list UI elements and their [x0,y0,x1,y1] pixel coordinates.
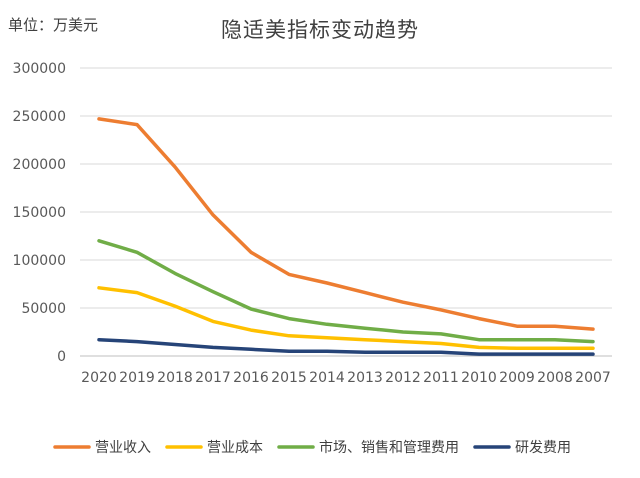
x-tick-label: 2017 [195,370,231,386]
y-tick-label: 100000 [13,253,66,269]
x-tick-label: 2016 [233,370,269,386]
x-tick-label: 2013 [347,370,383,386]
legend-label: 营业成本 [207,440,263,456]
legend-label: 市场、销售和管理费用 [319,439,459,456]
series-line-1 [97,286,595,351]
x-tick-label: 2008 [537,370,573,386]
y-tick-label: 200000 [13,157,66,173]
y-tick-label: 150000 [13,205,66,221]
series-line-2 [97,239,595,344]
x-tick-label: 2012 [385,370,421,386]
legend-label: 研发费用 [515,440,571,456]
x-tick-label: 2010 [461,370,497,386]
series-line-3 [97,337,595,356]
y-tick-label: 0 [57,349,66,365]
x-tick-label: 2018 [157,370,193,386]
x-tick-label: 2014 [309,370,345,386]
unit-label: 单位：万美元 [8,16,99,34]
x-tick-label: 2015 [271,370,307,386]
x-tick-label: 2020 [81,370,117,386]
chart-title: 隐适美指标变动趋势 [221,18,419,42]
x-tick-label: 2019 [119,370,155,386]
y-tick-label: 250000 [13,109,66,125]
x-tick-label: 2011 [423,370,459,386]
y-tick-label: 300000 [13,61,66,77]
x-tick-label: 2009 [499,370,535,386]
x-tick-label: 2007 [575,370,611,386]
legend-label: 营业收入 [95,440,151,456]
series-line-0 [97,117,595,331]
y-tick-label: 50000 [21,301,66,317]
